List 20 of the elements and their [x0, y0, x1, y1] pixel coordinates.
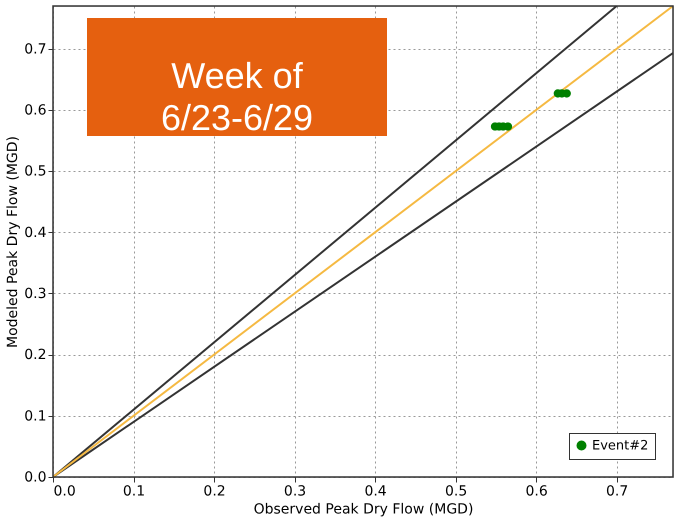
x-tick-label: 0.0	[54, 484, 76, 500]
y-axis-title: Modeled Peak Dry Flow (MGD)	[5, 136, 22, 348]
x-tick-label: 0.4	[364, 484, 387, 500]
y-tick-label: 0.7	[24, 41, 46, 58]
y-tick-label: 0.2	[24, 347, 46, 364]
x-tick-label: 0.6	[525, 484, 548, 500]
x-tick-label: 0.2	[203, 484, 226, 500]
y-tick-label: 0.3	[24, 286, 46, 302]
legend-label: Event#2	[592, 438, 648, 454]
y-tick-label: 0.6	[24, 102, 47, 118]
x-tick-label: 0.3	[284, 484, 306, 500]
y-tick-label: 0.1	[24, 408, 46, 424]
x-tick-label: 0.1	[122, 484, 146, 500]
y-tick-label: 0.5	[24, 164, 46, 180]
annotation: Week of 6/23-6/29	[160, 55, 314, 138]
y-tick-label: 0.4	[24, 224, 47, 241]
x-axis-title: Observed Peak Dry Flow (MGD)	[254, 502, 474, 518]
y-tick-label: 0.0	[24, 470, 46, 486]
x-tick-label: 0.7	[606, 484, 628, 500]
x-tick-label: 0.5	[444, 484, 468, 500]
